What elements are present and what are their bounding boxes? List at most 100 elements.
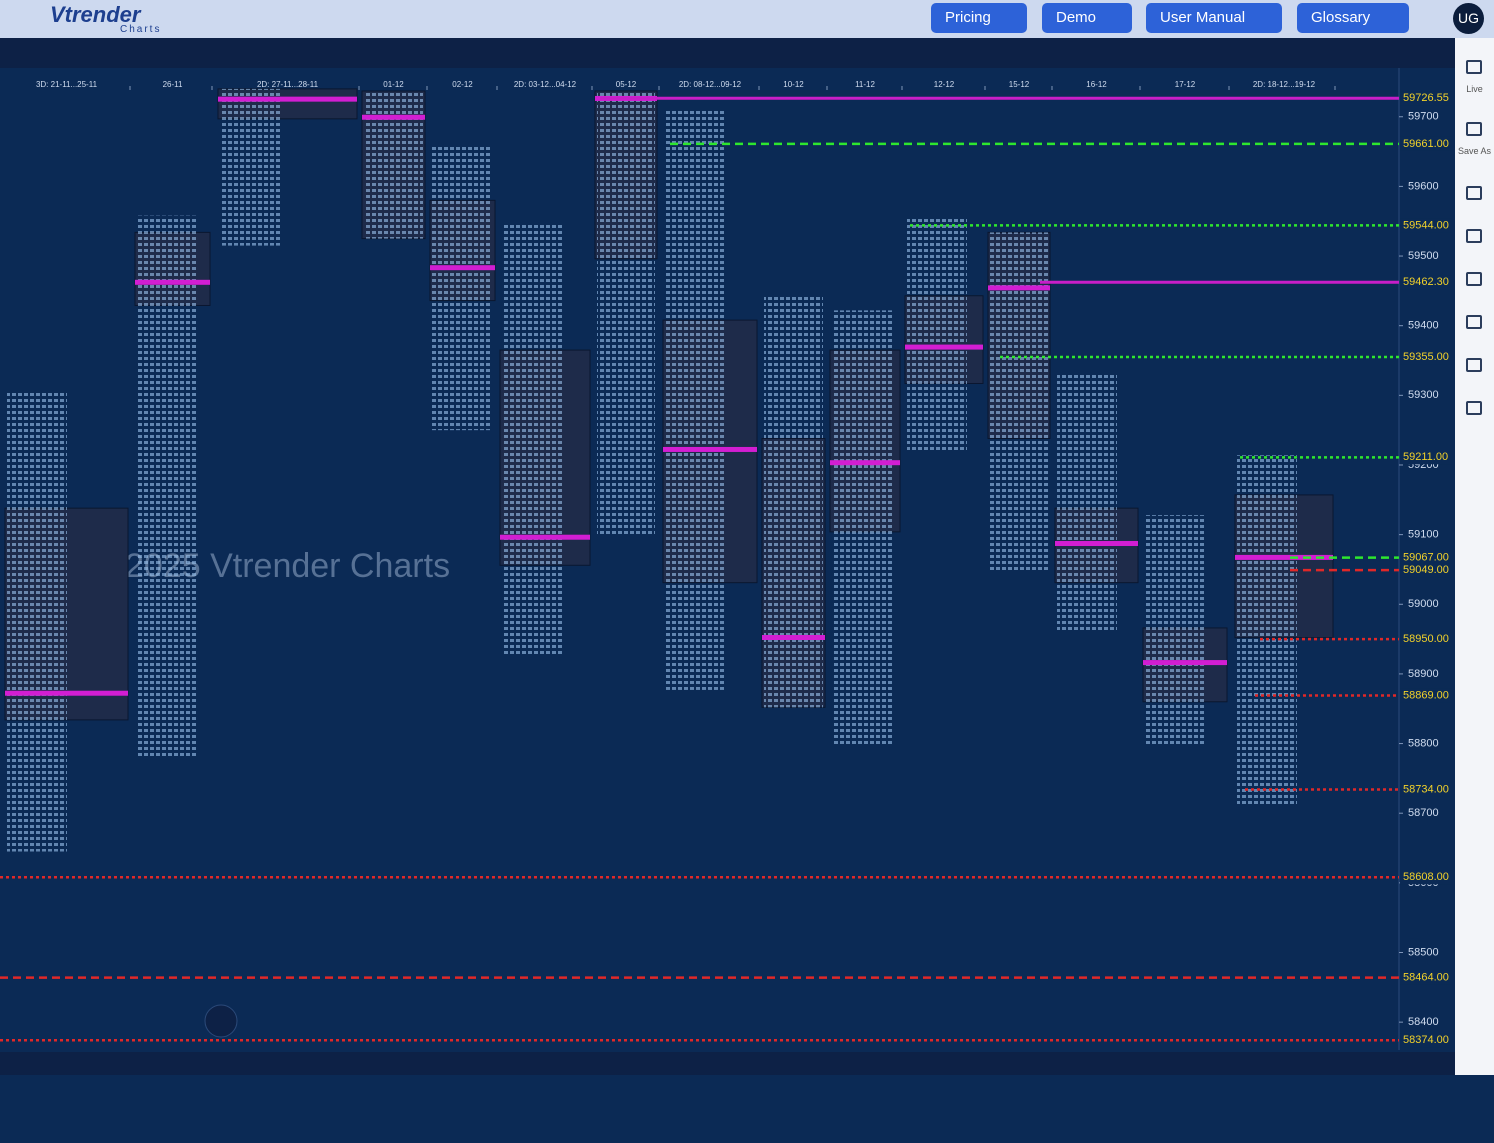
session-label: 10-12 (783, 80, 804, 89)
tpo-range (597, 90, 655, 535)
level-label: 59211.00 (1403, 451, 1448, 463)
level-tag (1400, 136, 1452, 151)
session-label: 26-11 (163, 80, 183, 89)
poc (500, 534, 590, 540)
session-label: 2D: 03-12...04-12 (514, 80, 577, 89)
y-tick-label: 59600 (1408, 180, 1439, 192)
nav-button[interactable]: Pricing (931, 3, 1027, 33)
tpo-range (137, 215, 197, 758)
y-tick-label: 59100 (1408, 529, 1439, 541)
level-label: 59544.00 (1403, 219, 1449, 231)
nav-button[interactable]: User Manual (1146, 3, 1282, 33)
y-tick-label: 58700 (1408, 807, 1439, 819)
level-tag (1400, 350, 1452, 365)
level-label: 59661.00 (1403, 138, 1449, 150)
session-label: 01-12 (383, 80, 404, 89)
session-label: 15-12 (1009, 80, 1030, 89)
session-label: 3D: 21-11...25-11 (36, 80, 98, 89)
poc (362, 114, 425, 120)
level-label: 59726.55 (1403, 92, 1449, 104)
bottom-bar (0, 1052, 1455, 1075)
user-avatar[interactable]: UG (1453, 3, 1484, 34)
sidebar-label: Save As (1457, 146, 1492, 156)
tpo-range (1057, 372, 1117, 633)
tpo-range (764, 295, 823, 708)
poc (5, 690, 128, 696)
poc (430, 265, 495, 271)
level-label: 58950.00 (1403, 633, 1449, 645)
level-tag (1400, 1033, 1452, 1048)
y-tick-label: 58500 (1408, 946, 1439, 958)
tpo-range (432, 146, 492, 431)
top-bar: Vtrender Charts Pricing Demo User Manual… (0, 0, 1494, 38)
page: {"header": {"logo": "Vtrender", "logo_su… (0, 0, 1494, 1075)
tool-icon[interactable] (1466, 315, 1482, 329)
y-tick-label: 59000 (1408, 598, 1439, 610)
y-tick-label: 59400 (1408, 320, 1439, 332)
tool-icon[interactable] (1466, 229, 1482, 243)
poc (135, 279, 210, 285)
level-tag (1400, 870, 1452, 885)
session-label: 17-12 (1175, 80, 1196, 89)
level-tag (1400, 550, 1452, 565)
sidebar: Live Save As (1455, 38, 1494, 1075)
level-tag (1400, 91, 1452, 106)
live-icon[interactable] (1466, 60, 1482, 74)
sidebar-label: Live (1466, 84, 1483, 94)
level-label: 58869.00 (1403, 689, 1449, 701)
tpo-range (1237, 455, 1297, 805)
poc (218, 96, 357, 102)
poc (1055, 540, 1138, 546)
nav-button[interactable]: Glossary (1297, 3, 1409, 33)
level-label: 59067.00 (1403, 552, 1449, 564)
tpo-range (990, 232, 1048, 571)
toolbar (0, 38, 1455, 68)
session-label: 2D: 08-12...09-12 (679, 80, 742, 89)
nav-button[interactable]: Demo (1042, 3, 1132, 33)
session-label: 2D: 27-11...28-11 (257, 80, 319, 89)
poc (830, 460, 900, 466)
session-label: 02-12 (452, 80, 473, 89)
logo-sub: Charts (120, 24, 162, 35)
session-label: 16-12 (1086, 80, 1107, 89)
tool-icon[interactable] (1466, 358, 1482, 372)
save-icon[interactable] (1466, 122, 1482, 136)
tool-icon[interactable] (1466, 186, 1482, 200)
level-label: 58374.00 (1403, 1034, 1449, 1046)
tool-icon[interactable] (1466, 272, 1482, 286)
fullscreen-button[interactable] (204, 1004, 238, 1038)
level-label: 58608.00 (1403, 871, 1449, 883)
level-label: 59049.00 (1403, 564, 1449, 576)
level-tag (1400, 563, 1452, 578)
poc (762, 635, 825, 641)
level-tag (1400, 688, 1452, 703)
tpo-range (665, 109, 725, 690)
poc (663, 446, 757, 452)
y-tick-label: 58800 (1408, 737, 1439, 749)
level-label: 59355.00 (1403, 351, 1449, 363)
tpo-range (220, 88, 280, 246)
session-label: 05-12 (616, 80, 637, 89)
tpo-range (832, 310, 892, 745)
level-label: 58734.00 (1403, 783, 1449, 795)
level-tag (1400, 782, 1452, 797)
y-tick-label: 58400 (1408, 1016, 1439, 1028)
y-tick-label: 59300 (1408, 389, 1439, 401)
level-tag (1400, 218, 1452, 233)
level-tag (1400, 970, 1452, 985)
tpo-range (907, 218, 967, 451)
tpo-range (364, 90, 423, 239)
level-label: 58464.00 (1403, 971, 1449, 983)
tpo-range (502, 222, 562, 657)
tpo-range (1145, 515, 1205, 745)
chart: 2025 Vtrender Charts59700596005950059400… (0, 68, 1455, 1075)
logo[interactable]: Vtrender (50, 2, 141, 27)
y-tick-label: 59700 (1408, 111, 1439, 123)
tool-icon[interactable] (1466, 401, 1482, 415)
level-tag (1400, 275, 1452, 290)
level-tag (1400, 450, 1452, 465)
poc (1143, 660, 1227, 666)
session-label: 11-12 (855, 80, 875, 89)
poc (988, 285, 1050, 291)
level-label: 59462.30 (1403, 276, 1449, 288)
